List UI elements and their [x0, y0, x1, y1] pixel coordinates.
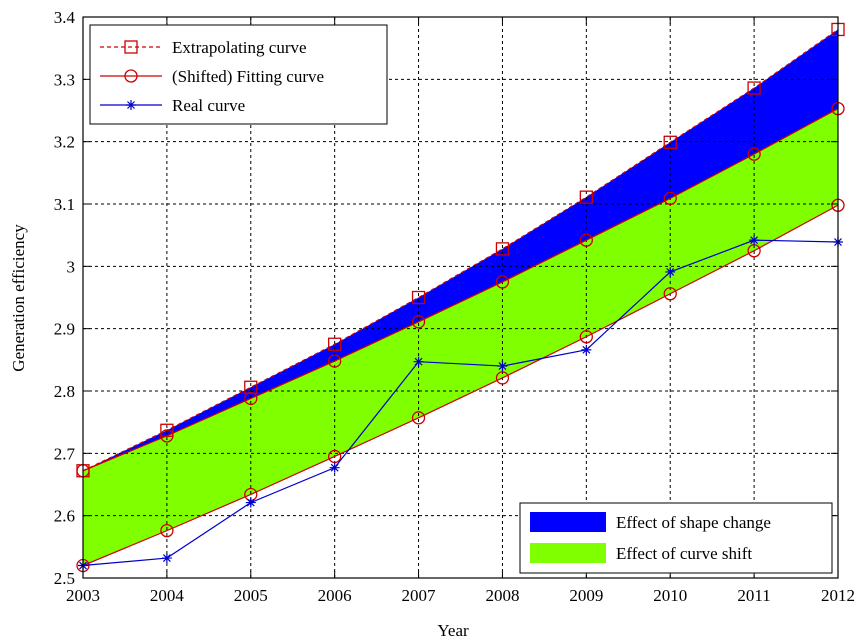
y-tick-label: 2.5: [54, 569, 75, 588]
marker-star: [749, 235, 760, 246]
y-axis-ticks: 2.5 2.6 2.7 2.8 2.9 3 3.1 3.2 3.3 3.4: [54, 8, 838, 588]
marker-square: [411, 290, 426, 305]
series-line: [82, 204, 839, 567]
legend-swatch: [530, 512, 606, 532]
series-line: [82, 108, 839, 472]
x-tick-label: 2005: [234, 586, 268, 605]
marker-star: [497, 361, 508, 372]
marker-square: [328, 337, 342, 351]
axes-box: [82, 16, 839, 579]
line-legend-box: [89, 24, 388, 125]
legend-label: (Shifted) Fitting curve: [172, 67, 324, 86]
y-tick-label: 2.7: [54, 444, 76, 463]
area-curve-shift: [83, 108, 838, 566]
y-tick-label: 3.3: [54, 70, 75, 89]
marker-circle: [124, 69, 138, 83]
legend-label: Effect of curve shift: [616, 544, 752, 563]
marker-star: [413, 356, 424, 367]
legend-label: Extrapolating curve: [172, 38, 307, 57]
marker-star: [245, 497, 256, 508]
legend-label: Effect of shape change: [616, 513, 771, 532]
axes-frame: [82, 16, 839, 579]
legend-swatch: [530, 543, 606, 563]
marker-circle: [579, 330, 593, 344]
marker-circle: [411, 411, 426, 425]
x-tick-label: 2009: [569, 586, 603, 605]
marker-circle: [160, 523, 174, 538]
marker-circle: [244, 391, 258, 406]
marker-star: [665, 266, 676, 277]
x-axis-ticks: 2003 2004 2005 2006 2007 2008 2009 2010 2011 2012: [66, 17, 855, 605]
marker-circle: [579, 233, 593, 247]
y-tick-label: 2.8: [54, 382, 75, 401]
series-line: [82, 28, 839, 472]
x-tick-label: 2006: [318, 586, 352, 605]
line-legend: Extrapolating curve (Shifted) Fitting cur…: [89, 24, 388, 125]
series-line: [82, 239, 839, 567]
x-tick-label: 2008: [485, 586, 519, 605]
marker-circle: [747, 147, 761, 161]
marker-square: [663, 135, 677, 149]
x-tick-label: 2010: [653, 586, 687, 605]
x-tick-label: 2012: [821, 586, 855, 605]
marker-star: [329, 462, 340, 473]
marker-circle: [495, 275, 510, 289]
y-tick-label: 2.9: [54, 320, 75, 339]
x-tick-label: 2007: [402, 586, 437, 605]
marker-circle: [663, 287, 677, 301]
marker-square: [244, 380, 258, 394]
legend-label: Real curve: [172, 96, 245, 115]
marker-square: [495, 242, 510, 256]
marker-star: [161, 553, 172, 564]
marker-circle: [160, 429, 174, 443]
y-tick-label: 3.2: [54, 133, 75, 152]
marker-square: [579, 190, 593, 204]
marker-circle: [411, 315, 426, 329]
y-tick-label: 3.1: [54, 195, 75, 214]
marker-square: [747, 81, 761, 95]
marker-star: [126, 100, 136, 110]
x-tick-label: 2011: [737, 586, 770, 605]
series-lines: [76, 22, 845, 573]
area-fills: [83, 29, 838, 566]
series-1: [76, 101, 845, 478]
marker-square: [124, 40, 138, 54]
x-tick-label: 2004: [150, 586, 185, 605]
y-tick-label: 3: [67, 257, 76, 276]
marker-circle: [495, 371, 510, 385]
x-tick-label: 2003: [66, 586, 100, 605]
marker-circle: [328, 354, 342, 368]
marker-circle: [328, 449, 342, 464]
y-tick-label: 3.4: [54, 8, 76, 27]
area-legend: Effect of shape change Effect of curve sh…: [519, 502, 833, 574]
y-tick-label: 2.6: [54, 507, 75, 526]
x-axis-title: Year: [437, 621, 469, 640]
marker-circle: [663, 191, 677, 206]
y-axis-title: Generation efficiency: [9, 224, 28, 372]
marker-star: [581, 344, 592, 355]
